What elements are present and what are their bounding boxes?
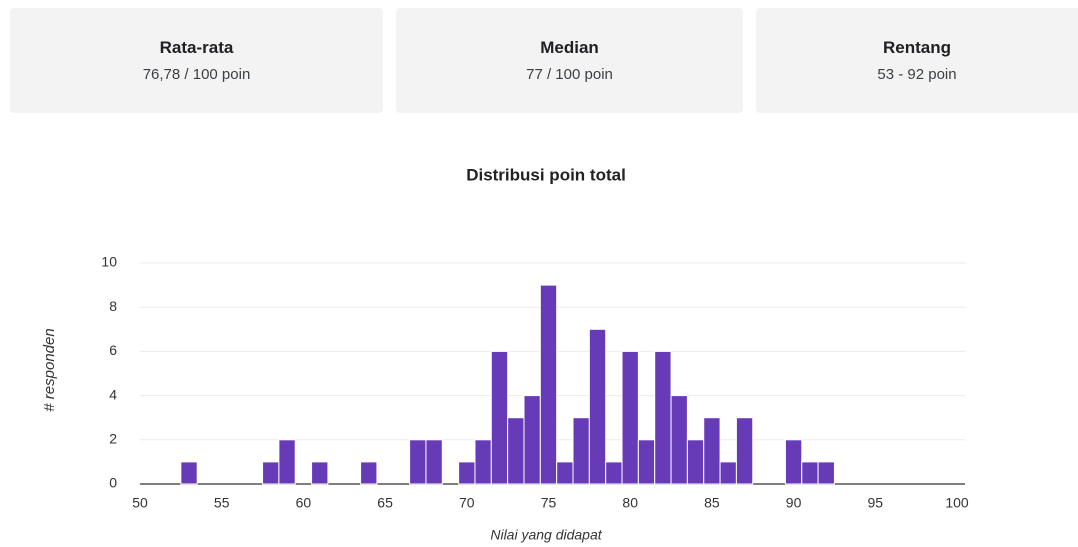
x-axis-label: Nilai yang didapat [490, 527, 602, 543]
y-tick-label: 4 [109, 386, 117, 402]
bar [654, 350, 672, 485]
bar [605, 461, 623, 485]
bar [817, 461, 835, 485]
bar [180, 461, 198, 485]
bar [507, 417, 525, 485]
bar [311, 461, 329, 485]
card-title: Median [540, 38, 599, 57]
x-tick-label: 75 [541, 495, 557, 511]
x-tick-label: 50 [132, 495, 148, 511]
x-tick-label: 55 [214, 495, 230, 511]
bar [670, 395, 688, 485]
card-value: 76,78 / 100 poin [142, 66, 251, 83]
x-tick-label: 65 [377, 495, 393, 511]
bar [425, 439, 443, 485]
bar [458, 461, 476, 485]
bar [784, 439, 803, 485]
card-title: Rentang [883, 38, 951, 57]
stat-card: Median 77 / 100 poin [396, 8, 743, 113]
bar [637, 439, 656, 485]
y-tick-label: 10 [101, 254, 117, 270]
y-axis-label: # responden [41, 328, 58, 411]
x-tick-label: 60 [296, 495, 312, 511]
x-tick-label: 100 [945, 495, 969, 511]
y-tick-label: 6 [109, 342, 117, 358]
chart-title: Distribusi poin total [466, 165, 626, 184]
bar [588, 328, 607, 485]
x-tick-label: 85 [704, 495, 720, 511]
y-tick-label: 2 [109, 431, 117, 447]
bar [686, 439, 705, 485]
bar [278, 439, 296, 485]
x-tick-label: 90 [786, 495, 802, 511]
bar [735, 417, 754, 485]
bar [801, 461, 819, 485]
stat-card: Rata-rata 76,78 / 100 poin [10, 8, 383, 113]
x-tick-label: 80 [622, 495, 638, 511]
bar [572, 417, 590, 485]
card-title: Rata-rata [159, 38, 234, 57]
y-tick-label: 0 [109, 475, 117, 491]
bar [360, 461, 378, 485]
bar [621, 350, 639, 485]
bar [703, 417, 721, 485]
bar [409, 439, 427, 485]
bar [523, 395, 541, 485]
chart: Distribusi poin total Nilai yang didapat… [41, 165, 969, 543]
bar [539, 284, 558, 485]
card-value: 77 / 100 poin [526, 66, 613, 83]
bar [474, 439, 492, 485]
bar [490, 350, 509, 485]
x-tick-label: 70 [459, 495, 475, 511]
x-tick-label: 95 [868, 495, 884, 511]
bar [556, 461, 574, 485]
stat-card: Rentang 53 - 92 poin [756, 8, 1078, 113]
bar [719, 461, 737, 485]
y-tick-label: 8 [109, 298, 117, 314]
bar [262, 461, 280, 485]
card-value: 53 - 92 poin [877, 66, 957, 83]
